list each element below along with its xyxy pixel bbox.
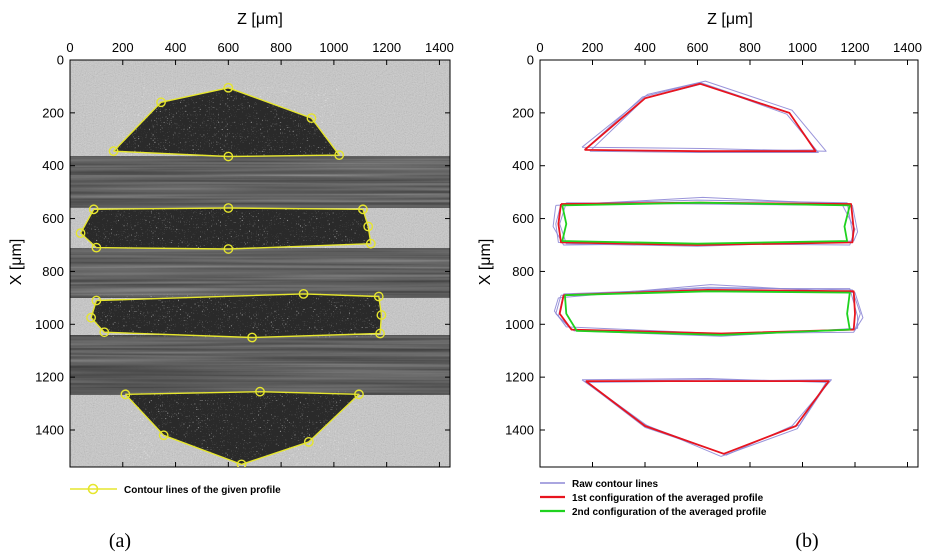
x-tick-label: 1200 (841, 40, 870, 55)
y-tick-label: 200 (512, 105, 534, 120)
second-config-contour (564, 290, 851, 336)
y-tick-label: 600 (512, 211, 534, 226)
contour-vertex-marker (99, 327, 110, 338)
contour-vertex-marker (298, 288, 309, 299)
contour-vertex-marker (120, 389, 131, 400)
contour-vertex-marker (91, 242, 102, 253)
contour-vertex-marker (75, 228, 86, 239)
contour-vertex-marker (156, 97, 166, 108)
panel-label: (b) (795, 530, 818, 552)
x-tick-label: 400 (634, 40, 656, 55)
legend: Raw contour lines 1st configuration of t… (540, 479, 767, 518)
y-tick-label: 1000 (505, 317, 534, 332)
x-tick-label: 200 (112, 40, 134, 55)
contour-vertex-marker (223, 82, 234, 93)
y-tick-label: 0 (527, 53, 534, 68)
contour-line (79, 207, 372, 250)
x-tick-label: 1400 (893, 40, 922, 55)
contour-line (90, 293, 383, 339)
y-tick-label: 0 (57, 53, 64, 68)
contour-vertex-marker (358, 204, 368, 215)
legend: Contour lines of the given profile (70, 483, 281, 496)
x-tick-label: 400 (165, 40, 187, 55)
x-tick-label: 600 (217, 40, 239, 55)
y-tick-label: 400 (512, 158, 534, 173)
contour-vertex-marker (363, 221, 374, 232)
contour-vertex-marker (334, 150, 345, 161)
y-tick-label: 800 (512, 264, 534, 279)
panel-a: 0 200 400 600 800 1000 1200 1400 0 200 400 600 800 10… (8, 11, 454, 552)
contour-vertex-marker (88, 204, 99, 215)
first-config-contour (584, 82, 817, 153)
y-axis-title: X [μm] (477, 239, 494, 286)
yarn-fibres (80, 208, 371, 249)
contour-vertex-marker (255, 386, 265, 397)
contour-vertex-marker (236, 459, 247, 467)
y-tick-label: 1200 (35, 370, 64, 385)
y-tick-label: 400 (42, 158, 64, 173)
x-tick-label: 0 (66, 40, 73, 55)
contour-vertex-marker (365, 238, 376, 249)
contour-vertex-marker (86, 312, 97, 323)
second-config-contour (561, 201, 851, 245)
x-tick-label: 1400 (425, 40, 454, 55)
contour-line (124, 391, 360, 466)
ct-image-background (70, 60, 450, 467)
contour-vertex-marker (306, 113, 317, 124)
x-tick-label: 1000 (788, 40, 817, 55)
y-axis-title: X [μm] (8, 239, 25, 286)
y-tick-label: 1400 (35, 423, 64, 438)
plot-frame (69, 59, 451, 468)
contour-vertex-marker (354, 389, 364, 400)
legend-label-raw: Raw contour lines (572, 479, 659, 490)
y-tick-label: 1200 (505, 370, 534, 385)
contour-vertex-marker (158, 430, 169, 441)
contour-vertex-marker (247, 332, 257, 343)
contour-vertex-marker (376, 310, 387, 320)
y-tick-label: 600 (42, 211, 64, 226)
legend-label-first: 1st configuration of the averaged profil… (572, 493, 764, 504)
x-tick-label: 200 (582, 40, 604, 55)
yarn-fibres (91, 293, 382, 338)
raw-contour-line (552, 196, 856, 246)
y-tick-label: 200 (42, 105, 64, 120)
x-tick-label: 800 (270, 40, 292, 55)
contour-vertex-marker (375, 328, 385, 339)
contour-vertex-marker (223, 244, 234, 254)
yarn-fibres (113, 87, 340, 157)
contour-vertex-marker (108, 146, 119, 157)
x-tick-label: 1000 (319, 40, 348, 55)
first-config-contour (585, 380, 830, 455)
contour-vertex-marker (373, 291, 384, 302)
x-axis-title: Z [μm] (237, 11, 283, 28)
legend-marker (87, 483, 99, 495)
x-tick-label: 1200 (372, 40, 401, 55)
raw-contour-line (581, 80, 827, 152)
contour-vertex-marker (223, 151, 234, 162)
contour-vertex-marker (303, 436, 314, 447)
y-tick-label: 1400 (505, 423, 534, 438)
y-tick-label: 1000 (35, 317, 64, 332)
x-tick-label: 0 (536, 40, 543, 55)
legend-label-second: 2nd configuration of the averaged profil… (572, 507, 767, 518)
x-tick-label: 600 (687, 40, 709, 55)
contour-vertex-marker (223, 203, 234, 213)
plot-frame (539, 59, 919, 468)
panel-label: (a) (109, 530, 131, 552)
panel-b: 0 200 400 600 800 1000 1200 1400 0 200 400 600 800 10… (477, 11, 922, 552)
raw-contour-line (557, 288, 859, 337)
x-tick-label: 800 (739, 40, 761, 55)
contour-line (112, 87, 340, 158)
legend-label: Contour lines of the given profile (124, 485, 281, 496)
yarn-fibres (125, 391, 360, 465)
y-tick-label: 800 (42, 264, 64, 279)
first-config-contour (558, 288, 856, 335)
x-axis-title: Z [μm] (707, 11, 753, 28)
contour-vertex-marker (91, 295, 102, 306)
